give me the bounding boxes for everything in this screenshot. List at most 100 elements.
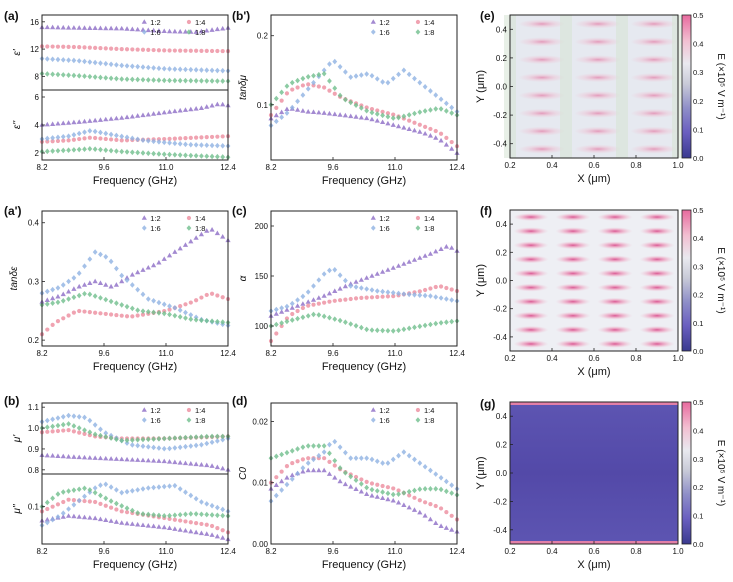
- data-point: [294, 303, 301, 308]
- field-hot-spot: [555, 255, 591, 264]
- data-point: [145, 296, 151, 302]
- data-point: [369, 492, 375, 498]
- data-point: [177, 307, 183, 313]
- data-point: [273, 95, 279, 102]
- data-point: [380, 327, 385, 334]
- data-point: [97, 455, 104, 461]
- data-point: [156, 512, 162, 519]
- data-point: [50, 24, 56, 30]
- data-point: [364, 105, 369, 110]
- data-point: [306, 303, 311, 308]
- y-tick-label: 0.8: [28, 466, 40, 475]
- legend-marker: [370, 215, 376, 220]
- data-point: [353, 455, 359, 461]
- data-point: [167, 311, 172, 318]
- data-point: [279, 469, 284, 474]
- data-point: [71, 310, 76, 315]
- field-hot-spot: [518, 73, 566, 83]
- x-tick-label: 0.2: [504, 354, 516, 363]
- data-point: [135, 457, 141, 462]
- data-point: [358, 488, 364, 494]
- data-point: [108, 484, 114, 490]
- data-point: [129, 442, 135, 448]
- data-point: [290, 460, 295, 466]
- data-point: [188, 492, 194, 499]
- x-tick-label: 8.2: [265, 547, 277, 556]
- field-hot-spot: [518, 144, 566, 154]
- field-hot-spot: [574, 126, 622, 136]
- data-point: [156, 445, 162, 451]
- data-point: [391, 294, 396, 299]
- data-point: [316, 277, 322, 283]
- data-point: [97, 280, 104, 285]
- data-point: [60, 453, 66, 459]
- data-point: [204, 78, 210, 84]
- data-point: [321, 443, 327, 449]
- data-point: [145, 64, 151, 71]
- y-tick-label: 0.2: [28, 336, 40, 345]
- data-point: [183, 152, 188, 159]
- data-point: [343, 69, 348, 75]
- field-hot-spot: [597, 297, 633, 306]
- panel-label: (a): [4, 9, 19, 23]
- data-point: [443, 478, 449, 485]
- data-point: [305, 109, 311, 114]
- data-point: [198, 462, 205, 467]
- data-point: [124, 134, 130, 141]
- field-hot-spot: [639, 269, 675, 278]
- data-point: [279, 323, 284, 329]
- data-point: [44, 56, 50, 62]
- data-point: [295, 85, 300, 90]
- field-background: [510, 15, 678, 158]
- data-point: [103, 136, 108, 142]
- data-point: [385, 267, 391, 272]
- data-point: [449, 146, 455, 151]
- data-point: [156, 310, 162, 316]
- data-point: [433, 135, 439, 140]
- x-tick-label: 8.2: [36, 349, 48, 358]
- data-point: [390, 328, 396, 334]
- colorbar-label: E (×10⁵ V m⁻¹): [715, 247, 726, 313]
- data-point: [295, 308, 300, 314]
- data-point: [119, 62, 125, 69]
- data-point: [412, 324, 417, 331]
- field-hot-spot: [639, 227, 675, 236]
- field-hot-spot: [513, 283, 549, 292]
- data-point: [274, 331, 279, 336]
- data-point: [374, 288, 380, 294]
- data-point: [45, 429, 50, 434]
- data-point: [55, 120, 61, 126]
- data-point: [306, 456, 311, 461]
- data-point: [343, 449, 348, 456]
- data-point: [327, 61, 332, 67]
- panel-a: (a) 8 12 16 ε' 2 4 6 ε'' 8.2 9.6 11.0 12.4 Frequency …: [4, 9, 236, 187]
- series-1-8: [39, 146, 231, 160]
- data-point: [129, 271, 135, 277]
- legend-marker: [370, 29, 376, 35]
- data-point: [44, 71, 50, 77]
- data-point: [214, 153, 220, 160]
- data-point: [45, 327, 50, 332]
- data-point: [140, 137, 146, 144]
- data-point: [300, 468, 306, 474]
- data-point: [374, 488, 380, 494]
- data-point: [375, 482, 380, 487]
- legend-label: 1:2: [150, 214, 160, 223]
- field-hot-spot: [639, 340, 675, 348]
- data-point: [71, 286, 77, 291]
- data-point: [71, 25, 77, 30]
- data-point: [87, 280, 93, 285]
- data-point: [92, 117, 98, 123]
- data-point: [66, 278, 71, 285]
- data-point: [140, 150, 146, 156]
- data-point: [76, 270, 82, 277]
- data-point: [422, 486, 428, 492]
- data-point: [44, 424, 50, 431]
- data-point: [305, 299, 311, 304]
- data-point: [124, 76, 130, 83]
- y-axis-label: μ': [12, 434, 23, 443]
- data-point: [433, 520, 439, 525]
- data-point: [194, 48, 199, 53]
- data-point: [209, 78, 215, 84]
- data-point: [406, 71, 412, 78]
